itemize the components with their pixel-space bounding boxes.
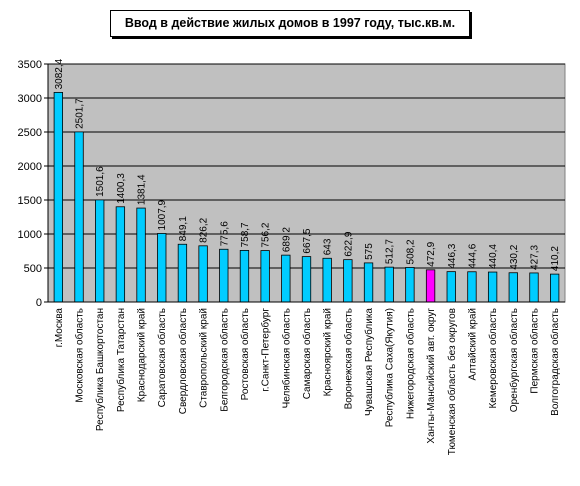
bar-value-label: 689,2	[281, 227, 292, 252]
y-tick-label: 3000	[18, 93, 42, 105]
y-tick-label: 2500	[18, 127, 42, 139]
bar	[157, 233, 167, 303]
bar-value-label: 643	[323, 238, 334, 255]
bar	[487, 271, 498, 303]
bar-value-label: 3082,4	[54, 58, 65, 89]
bar	[53, 91, 63, 303]
bar-value-label: 667,5	[302, 228, 313, 253]
bar	[74, 131, 84, 303]
y-tick-label: 2000	[18, 161, 42, 173]
category-label: Челябинская область	[280, 308, 292, 408]
bar-value-label: 512,7	[385, 239, 396, 264]
bar-value-label: 410,2	[550, 246, 561, 271]
bar	[177, 243, 188, 303]
category-label: Оренбургская область	[508, 308, 520, 412]
bar	[301, 256, 312, 303]
category-label: Алтайский край	[467, 308, 478, 381]
y-tick-label: 1000	[18, 229, 42, 241]
bar-value-label: 444,6	[467, 243, 478, 268]
bar	[384, 266, 394, 303]
bar-value-label: 756,2	[261, 222, 272, 247]
bar-value-label: 775,6	[219, 221, 230, 246]
bar-value-label: 1400,3	[116, 173, 127, 204]
bar-value-label: 430,2	[509, 244, 520, 269]
bar	[239, 250, 250, 303]
y-axis: 0 500 1000 1500 2000 2500 3000 3500	[18, 59, 49, 309]
value-labels: 3082,4 2501,7 1501,6 1400,3 1381,4 1007,9 849,…	[54, 58, 561, 271]
category-label: г.Москва	[54, 308, 65, 348]
bar-value-label: 826,2	[199, 217, 210, 242]
category-label: Ставропольский край	[199, 308, 210, 408]
bar-value-label: 758,7	[240, 222, 251, 247]
y-tick-label: 0	[36, 297, 42, 309]
bar	[529, 272, 539, 303]
chart-title: Ввод в действие жилых домов в 1997 году,…	[110, 10, 470, 37]
bar	[343, 259, 353, 303]
bar-value-label: 1381,4	[137, 174, 148, 205]
category-label: Московская область	[74, 308, 86, 403]
category-label: Самарская область	[301, 308, 313, 399]
bar	[425, 269, 436, 303]
category-label: Ханты-Мансийский авт. округ	[426, 308, 437, 444]
category-label: Кемеровская область	[487, 308, 499, 409]
bar	[322, 257, 332, 303]
bar	[198, 245, 208, 303]
category-label: Чувашская Республика	[363, 308, 375, 416]
category-label: Тюменская область без округов	[446, 308, 458, 455]
category-label: Волгоградская область	[549, 308, 561, 416]
category-label: Ростовская область	[239, 308, 251, 400]
category-label: Республика Саха(Якутия)	[384, 308, 396, 427]
bar-value-label: 849,1	[178, 216, 189, 241]
y-tick-label: 500	[24, 263, 42, 275]
bar-value-label: 508,2	[405, 239, 416, 264]
bar	[363, 262, 374, 303]
bar-value-label: 446,3	[447, 243, 458, 268]
x-axis: г.Москва Московская область Республика Баш…	[48, 301, 565, 455]
bar	[219, 248, 229, 303]
bar	[550, 273, 560, 303]
bar	[508, 272, 518, 303]
category-label: Белгородская область	[218, 308, 230, 412]
bar-value-label: 2501,7	[75, 98, 86, 129]
bar-value-label: 575	[364, 243, 375, 260]
y-tick-label: 3500	[18, 59, 42, 71]
category-label: г.Санкт-Петербург	[260, 308, 272, 392]
bar	[405, 267, 415, 303]
bar-value-label: 1007,9	[157, 199, 168, 230]
y-tick-label: 1500	[18, 195, 42, 207]
category-label: Красноярский край	[323, 308, 334, 396]
category-label: Воронежская область	[342, 308, 354, 409]
bar-value-label: 440,4	[488, 244, 499, 269]
bar-value-label: 1501,6	[95, 166, 106, 197]
bar	[260, 250, 270, 303]
category-label: Краснодарский край	[137, 308, 148, 402]
bars	[53, 91, 560, 303]
bar	[136, 207, 146, 303]
category-label: Республика Татарстан	[115, 308, 127, 412]
bar-value-label: 472,9	[426, 241, 437, 266]
category-label: Республика Башкортостан	[94, 308, 106, 431]
bar	[467, 271, 477, 303]
bar	[281, 254, 291, 303]
bar	[115, 206, 126, 303]
category-label: Саратовская область	[156, 308, 168, 407]
bar	[95, 199, 105, 303]
bar	[446, 271, 456, 303]
category-label: Пермская область	[528, 308, 540, 394]
category-label: Свердловская область	[177, 308, 189, 414]
category-label: Нижегородская область	[404, 308, 416, 419]
bar-value-label: 622,9	[343, 231, 354, 256]
bar-value-label: 427,3	[529, 244, 540, 269]
